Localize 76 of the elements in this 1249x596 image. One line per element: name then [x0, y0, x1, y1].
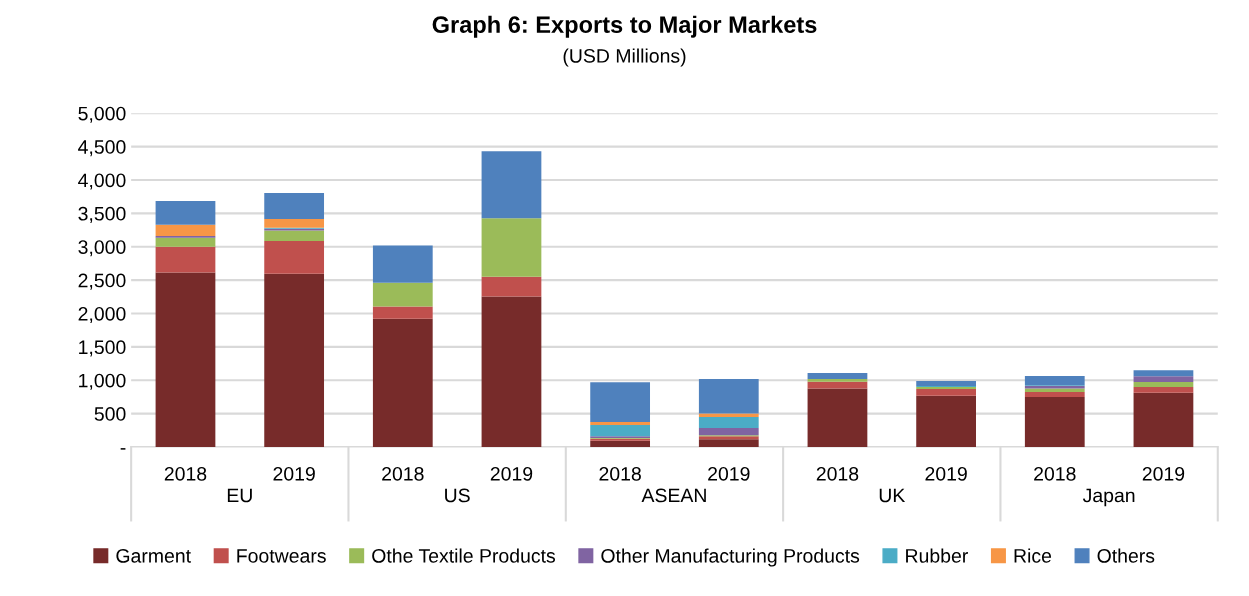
legend-label: Footwears — [237, 549, 326, 563]
text: Japan — [1082, 488, 1135, 507]
bar — [1133, 392, 1194, 447]
bar — [1133, 381, 1194, 387]
bar — [372, 245, 433, 283]
bar — [1133, 386, 1194, 393]
chart-title: Graph 6: Exports to Major Markets — [432, 15, 817, 38]
bar — [481, 296, 542, 447]
bar — [698, 413, 759, 417]
x-tick-label: 2019 — [1142, 466, 1185, 481]
x-tick-label: 2019 — [925, 466, 967, 481]
bar — [481, 218, 542, 277]
y-tick-label: 1,000 — [79, 373, 126, 390]
y-tick-label: 5,000 — [78, 106, 126, 123]
bar — [916, 395, 976, 447]
bar — [916, 380, 976, 386]
bar — [481, 151, 542, 219]
y-tick-label: - — [120, 448, 126, 450]
bar — [807, 379, 868, 382]
bar — [264, 193, 325, 220]
bar — [698, 439, 759, 447]
x-tick-label: 2018 — [1034, 466, 1076, 481]
bar — [1024, 375, 1085, 386]
text: EU — [227, 488, 252, 503]
x-tick-label: 2018 — [599, 466, 641, 481]
bar — [1024, 396, 1085, 447]
bar — [372, 282, 433, 307]
bar — [590, 421, 651, 425]
legend-label: Others — [1097, 548, 1155, 563]
bar — [155, 246, 216, 273]
bar — [155, 237, 216, 247]
bar — [155, 224, 216, 237]
x-tick-label: 2019 — [273, 466, 315, 481]
bar — [1024, 391, 1085, 397]
bar — [264, 273, 325, 447]
bar — [590, 424, 651, 437]
bar — [155, 201, 216, 225]
y-tick-label: 3,500 — [78, 206, 126, 223]
legend-label: Othe Textile Products — [372, 548, 556, 563]
bar — [807, 388, 868, 447]
y-tick-label: 1,500 — [79, 340, 126, 357]
bar — [264, 219, 325, 228]
text: US — [445, 488, 470, 503]
bar — [481, 276, 542, 297]
y-tick-label: 3,000 — [78, 240, 126, 257]
x-tick-label: 2018 — [816, 466, 859, 481]
bar — [155, 272, 216, 447]
bar — [807, 373, 868, 380]
legend-label: Rice — [1014, 548, 1052, 563]
y-tick-label: 500 — [94, 407, 126, 421]
bar — [916, 388, 976, 396]
y-tick-label: 4,000 — [78, 173, 126, 190]
y-tick-label: 2,000 — [78, 306, 126, 324]
legend-label: Rubber — [906, 548, 968, 563]
bar — [372, 318, 433, 447]
bar — [698, 427, 759, 436]
bar — [698, 378, 759, 414]
bar — [264, 241, 325, 274]
bar — [264, 230, 325, 242]
bar — [1133, 370, 1194, 377]
bar — [1133, 376, 1194, 382]
x-tick-label: 2019 — [708, 466, 750, 481]
bar — [372, 306, 433, 319]
y-tick-label: 2,500 — [78, 273, 126, 290]
bar — [590, 382, 651, 422]
legend-label: Garment — [116, 548, 191, 563]
y-tick-label: 4,500 — [78, 140, 126, 157]
text: ASEAN — [641, 488, 706, 503]
legend-label: Other Manufacturing Products — [601, 548, 860, 567]
x-tick-label: 2019 — [490, 466, 533, 481]
chart-subtitle: (USD Millions) — [563, 48, 686, 67]
text: UK — [879, 488, 906, 503]
x-tick-label: 2018 — [164, 466, 207, 481]
x-tick-label: 2018 — [382, 466, 424, 481]
bar — [698, 416, 759, 428]
bar — [590, 440, 651, 447]
